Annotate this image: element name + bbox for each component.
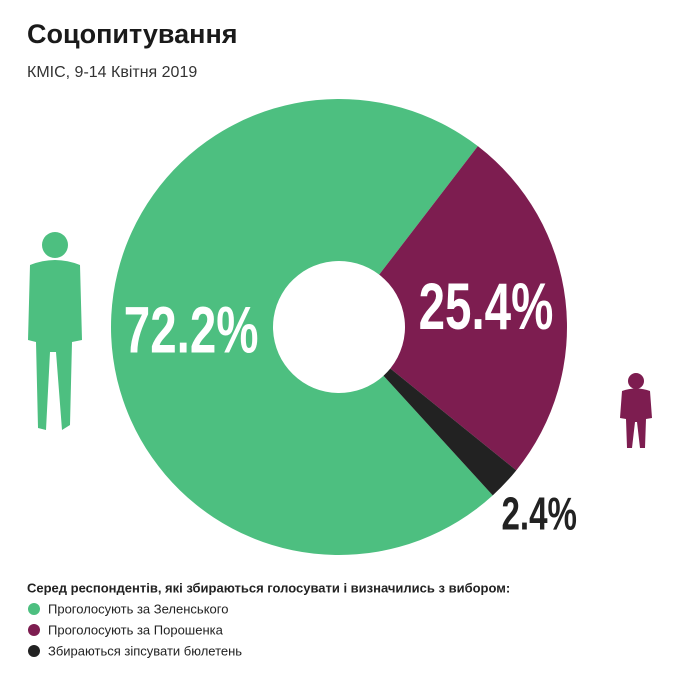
pie-slice xyxy=(379,146,567,471)
legend-label: Збираються зіпсувати бюлетень xyxy=(48,643,242,658)
person-figure-left xyxy=(28,232,82,430)
legend-marker xyxy=(28,624,40,636)
pie: 72.2% 25.4% 2.4% xyxy=(110,98,577,555)
value-label: 25.4% xyxy=(419,270,554,343)
legend-label: Проголосують за Зеленського xyxy=(48,601,228,616)
legend-marker xyxy=(28,603,40,615)
pie-slice xyxy=(110,98,493,555)
legend-title: Серед респондентів, які збираються голос… xyxy=(27,580,510,595)
pie-slice xyxy=(383,368,517,496)
value-label: 2.4% xyxy=(501,490,576,540)
legend-marker xyxy=(28,645,40,657)
legend-label: Проголосують за Порошенка xyxy=(48,622,224,637)
chart-subtitle: КМІС, 9-14 Квітня 2019 xyxy=(27,64,197,81)
person-figure-right xyxy=(620,373,652,448)
chart-title: Соцопитування xyxy=(27,19,238,49)
legend: Проголосують за Зеленського Проголосують … xyxy=(28,601,242,658)
value-label: 72.2% xyxy=(124,294,259,367)
